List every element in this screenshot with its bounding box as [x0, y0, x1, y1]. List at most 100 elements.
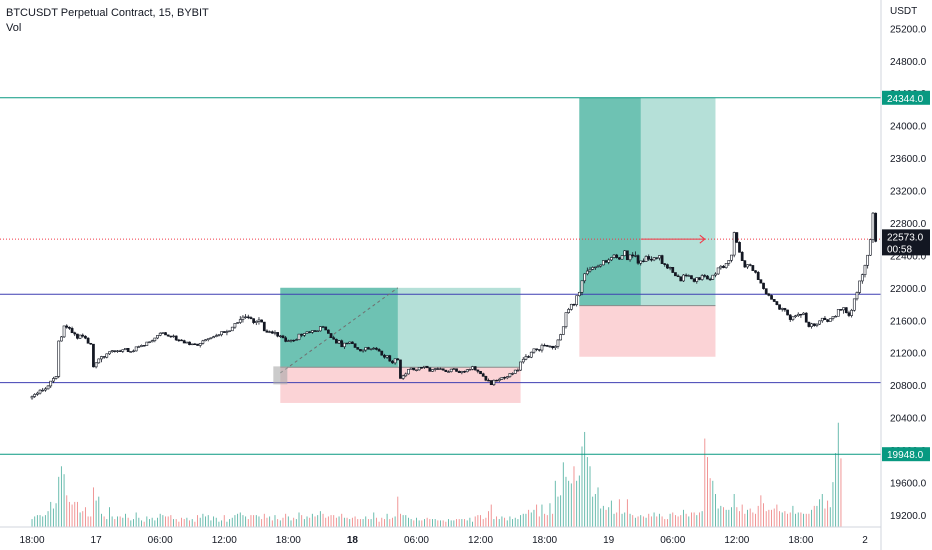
candle-body: [68, 327, 71, 329]
candle: [513, 369, 517, 374]
volume-bar: [247, 519, 249, 527]
candle-body: [535, 348, 538, 350]
entry-marker[interactable]: [273, 366, 288, 385]
candle: [569, 303, 573, 311]
candle-body: [658, 255, 661, 259]
candle: [823, 316, 827, 321]
candle: [764, 288, 768, 295]
candle: [318, 326, 322, 332]
candle: [858, 280, 862, 295]
candle: [30, 395, 34, 400]
trend-line-layer[interactable]: [273, 234, 706, 385]
volume-bar: [303, 519, 305, 527]
volume-bar: [488, 511, 490, 527]
candle: [618, 257, 621, 260]
candle-body: [804, 312, 808, 323]
volume-bar: [149, 519, 150, 527]
candle-body: [612, 254, 616, 258]
candle-body: [132, 350, 135, 353]
candle: [468, 368, 472, 371]
candle-body: [84, 335, 87, 339]
candle: [388, 354, 392, 362]
candle: [860, 273, 864, 284]
candle-body: [559, 334, 563, 341]
candle-body: [698, 277, 701, 280]
candle-body: [343, 342, 346, 348]
volume-bar: [255, 515, 257, 527]
candle-body: [60, 336, 63, 342]
candle: [521, 357, 525, 364]
volume-bar: [389, 519, 391, 527]
candle: [706, 275, 709, 280]
candle-body: [332, 337, 336, 340]
volume-bar: [485, 517, 487, 527]
candle: [158, 332, 162, 337]
candle: [177, 338, 181, 342]
volume-bar: [760, 495, 762, 527]
candle: [38, 389, 42, 395]
candle-body: [764, 288, 768, 295]
candle: [596, 264, 600, 268]
volume-bar: [237, 513, 239, 527]
candle: [671, 267, 675, 273]
position-loss-zone[interactable]: [579, 305, 716, 357]
candle: [204, 339, 207, 342]
volume-bar: [274, 515, 276, 527]
volume-bar: [306, 516, 308, 527]
candle-body: [388, 355, 392, 362]
time-tick-label: 2: [862, 535, 868, 546]
volume-bar: [269, 516, 271, 527]
candle: [580, 280, 584, 296]
candle-body: [193, 343, 197, 346]
volume-bar: [261, 519, 263, 527]
candle-body: [118, 350, 122, 352]
volume-bar: [151, 517, 153, 527]
candle-body: [593, 266, 597, 269]
price-line-badge[interactable]: [882, 447, 930, 462]
volume-bar: [130, 520, 132, 527]
volume-bar: [696, 515, 698, 527]
candle: [396, 358, 400, 361]
volume-bar: [362, 519, 364, 527]
volume-bar: [530, 512, 532, 527]
volume-bar: [733, 494, 735, 527]
symbol-title[interactable]: BTCUSDT Perpetual Contract, 15, BYBIT: [6, 7, 209, 19]
candle-body: [340, 340, 344, 348]
candle: [308, 331, 312, 334]
volume-bar: [186, 517, 188, 527]
volume-indicator-label[interactable]: Vol: [6, 22, 22, 34]
volume-bar: [133, 519, 134, 527]
candle-body: [607, 259, 611, 263]
volume-bar: [538, 516, 540, 527]
horizontal-lines[interactable]: [0, 97, 881, 455]
candle: [81, 333, 85, 338]
candle-body: [794, 315, 797, 317]
candle: [198, 342, 202, 348]
candle-body: [860, 274, 864, 282]
volume-bar: [549, 503, 551, 527]
trend-line[interactable]: [280, 287, 399, 374]
candle-body: [441, 368, 445, 371]
volume-bar: [821, 494, 823, 527]
candle-body: [110, 350, 114, 353]
candle: [444, 369, 448, 372]
candle-body: [473, 366, 477, 371]
candle-body: [820, 317, 824, 322]
volume-bar: [776, 504, 778, 527]
candle: [124, 348, 127, 351]
position-tools[interactable]: [280, 97, 716, 403]
candle: [786, 309, 789, 316]
candle: [719, 265, 723, 270]
volume-bar: [367, 519, 369, 527]
price-line-badge[interactable]: [882, 90, 930, 105]
volume-bar: [346, 517, 348, 527]
volume-bar: [135, 512, 137, 527]
candle: [297, 333, 301, 341]
candle-body: [137, 346, 141, 348]
volume-bar: [445, 521, 447, 527]
candle: [788, 314, 792, 322]
volume-bar: [637, 516, 639, 527]
